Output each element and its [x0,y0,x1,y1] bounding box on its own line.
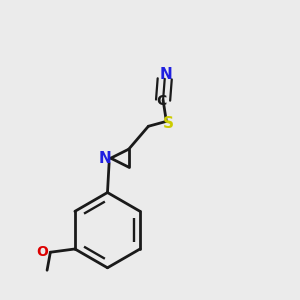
Text: N: N [98,151,111,166]
Text: C: C [156,94,167,108]
Text: N: N [160,68,173,82]
Text: O: O [36,245,48,259]
Text: S: S [163,116,173,131]
